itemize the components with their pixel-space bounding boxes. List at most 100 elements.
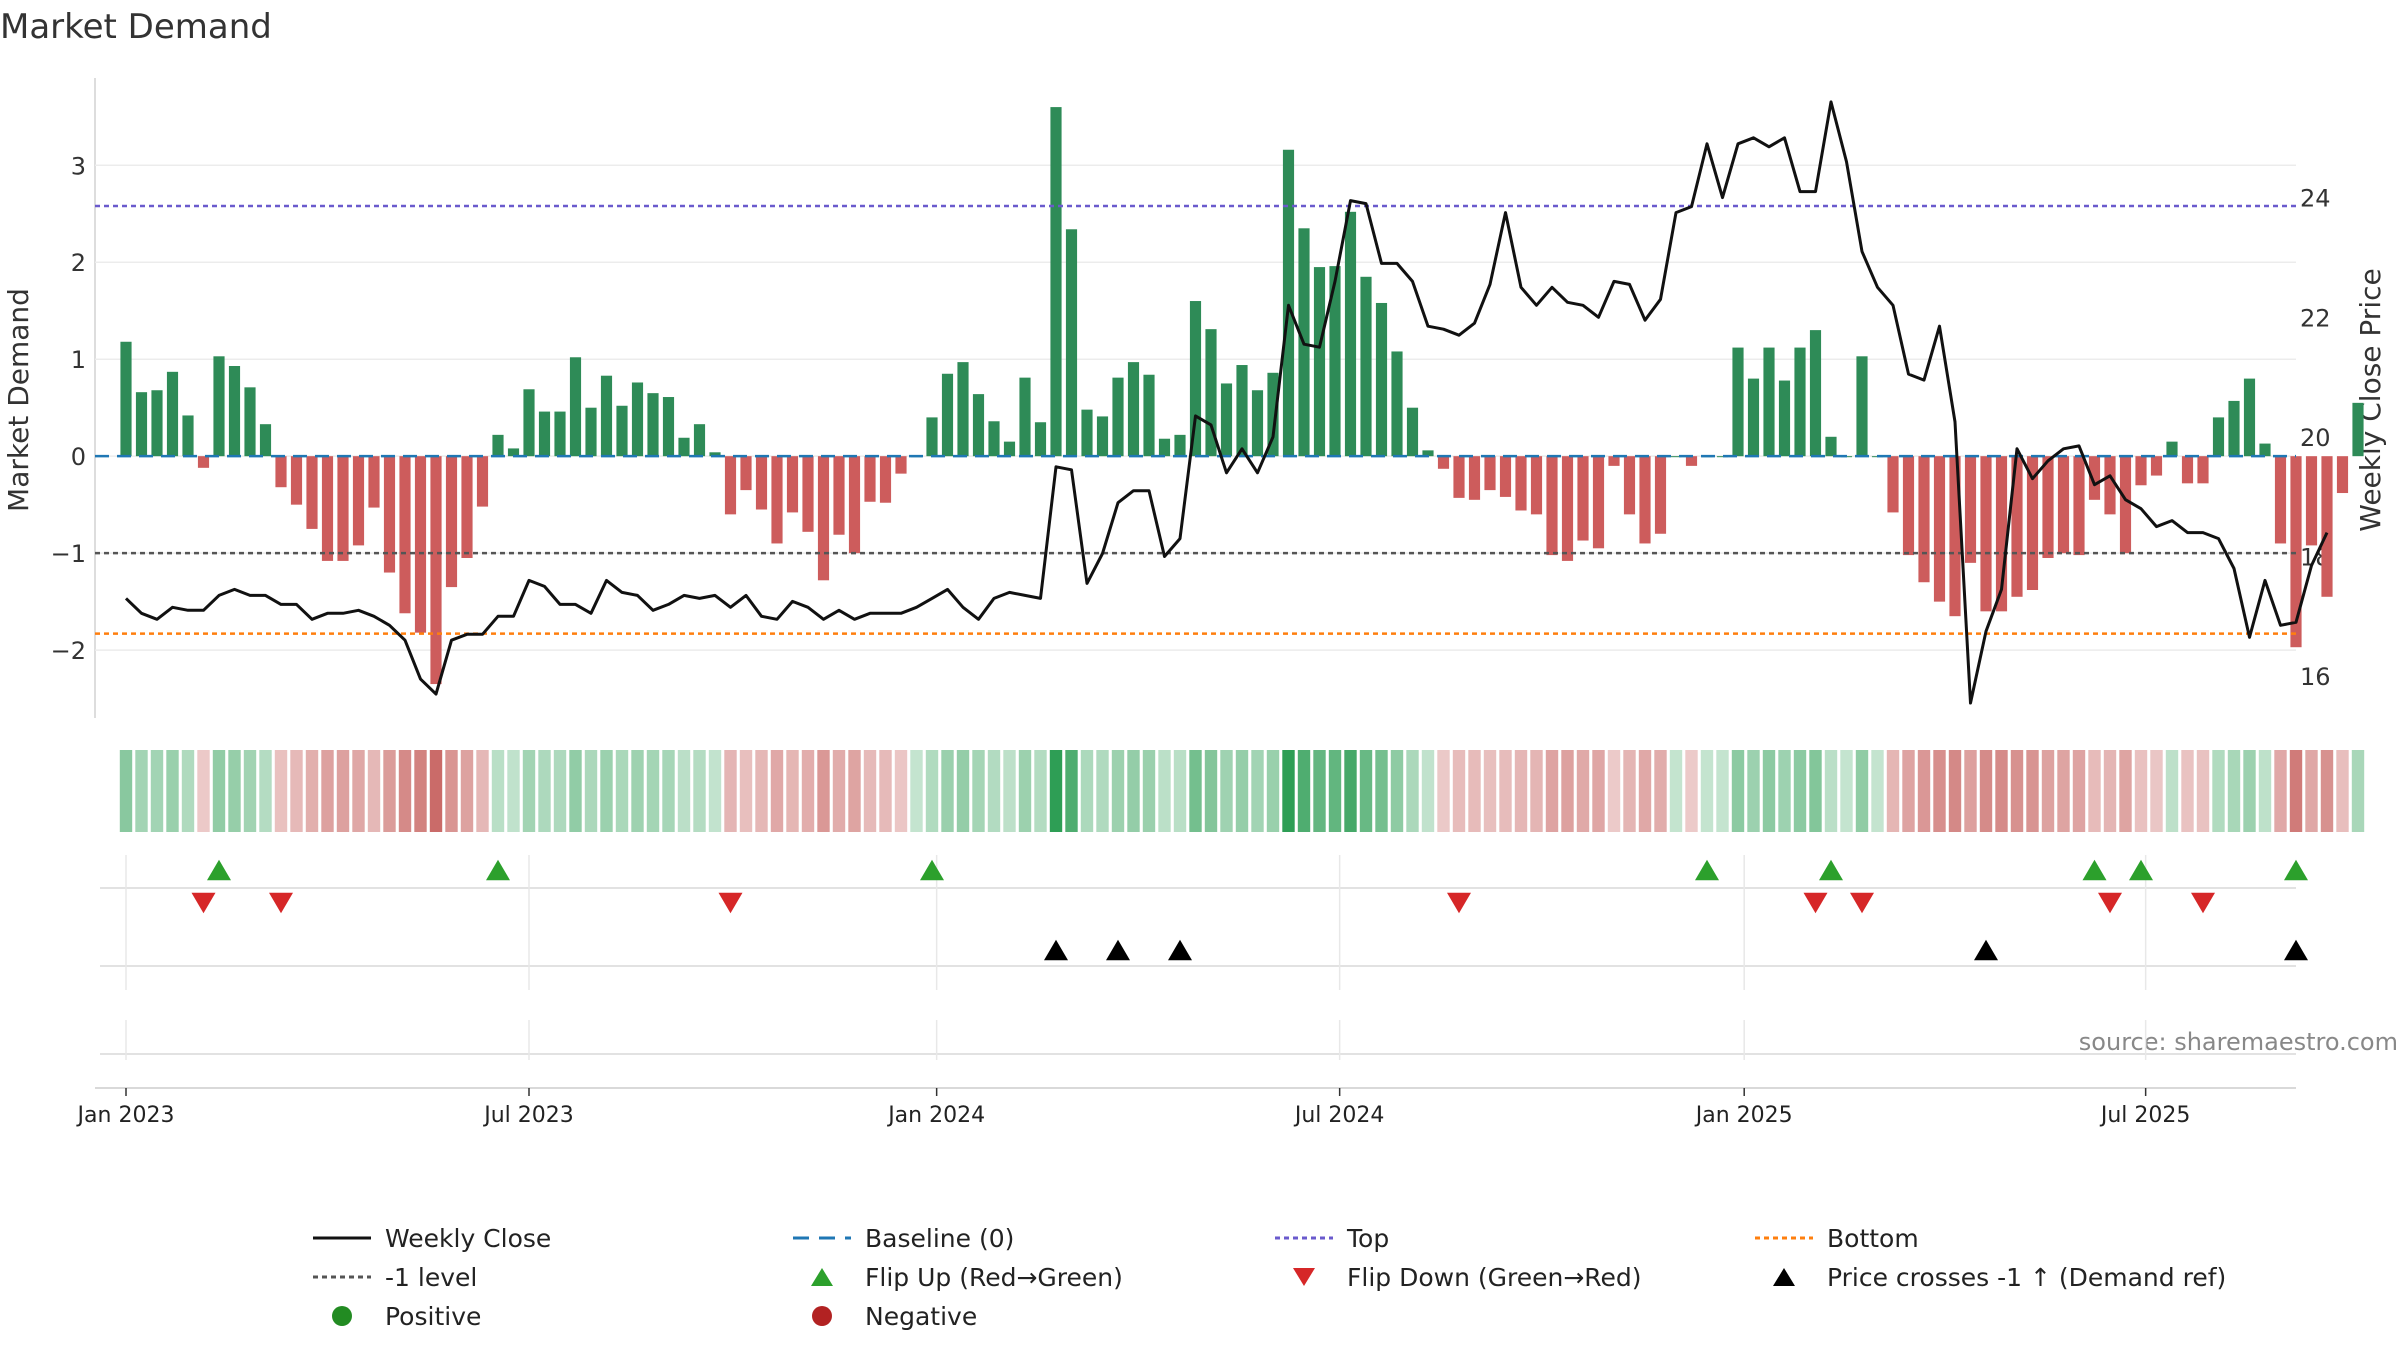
flip-up-marker xyxy=(2284,859,2308,881)
x-tick-label: Jan 2023 xyxy=(76,1103,175,1128)
demand-bar xyxy=(988,421,1000,457)
heat-cell xyxy=(460,750,474,832)
heat-cell xyxy=(414,750,427,832)
demand-bar xyxy=(2321,456,2333,597)
demand-bar xyxy=(1623,456,1636,515)
demand-bar xyxy=(2305,456,2318,546)
heat-cell xyxy=(1917,750,1931,832)
heat-cell xyxy=(2165,750,2179,832)
heat-cell xyxy=(1871,750,1884,832)
demand-bar xyxy=(2150,456,2163,476)
legend-swatch xyxy=(1773,1268,1795,1286)
heat-cell xyxy=(832,750,846,832)
y2-tick-label: 20 xyxy=(2300,424,2331,452)
heat-cell xyxy=(352,750,365,832)
heat-cell xyxy=(1731,750,1745,832)
heat-cell xyxy=(1685,750,1698,832)
demand-bar xyxy=(2026,456,2039,590)
demand-bar xyxy=(1639,456,1651,544)
demand-bar xyxy=(1561,456,1574,561)
demand-bar xyxy=(306,456,318,529)
heat-cell xyxy=(398,750,412,832)
heat-cell xyxy=(1437,750,1450,832)
demand-bar xyxy=(1763,347,1775,457)
heat-cell xyxy=(290,750,303,832)
demand-bar xyxy=(1050,107,1062,457)
demand-bar xyxy=(182,415,194,457)
price-cross-marker xyxy=(1044,939,1068,961)
demand-heat-strip xyxy=(119,750,2365,832)
demand-bar xyxy=(1856,356,1868,457)
heat-cell xyxy=(1561,750,1574,832)
heat-cell xyxy=(522,750,536,832)
heat-cell xyxy=(817,750,830,832)
heat-cell xyxy=(786,750,799,832)
heat-cell xyxy=(321,750,334,832)
price-cross-marker xyxy=(1974,939,1998,961)
heat-cell xyxy=(1049,750,1063,832)
heat-cell xyxy=(1220,750,1233,832)
demand-bar xyxy=(1112,377,1124,457)
demand-bar xyxy=(538,411,551,457)
heat-cell xyxy=(1483,750,1497,832)
legend-swatch xyxy=(1293,1268,1315,1286)
flip-up-marker xyxy=(2129,859,2153,881)
heat-cell xyxy=(1018,750,1032,832)
demand-bar xyxy=(2243,378,2256,457)
heat-cell xyxy=(1824,750,1838,832)
demand-bar xyxy=(120,341,132,457)
y-axis-label: Market Demand xyxy=(2,288,35,512)
demand-bar xyxy=(693,424,706,457)
demand-bar xyxy=(1236,365,1248,457)
heat-cell xyxy=(894,750,908,832)
event-panels xyxy=(95,855,2308,1089)
y2-tick-label: 22 xyxy=(2300,304,2331,332)
demand-bar xyxy=(1282,149,1295,457)
flip-down-marker xyxy=(191,892,216,914)
demand-bar xyxy=(1484,456,1496,491)
heat-cell xyxy=(755,750,768,832)
heat-cell xyxy=(941,750,954,832)
demand-bar xyxy=(616,405,628,457)
y2-tick-label: 24 xyxy=(2300,185,2331,213)
heat-cell xyxy=(1421,750,1435,832)
heat-cell xyxy=(243,750,257,832)
demand-bar xyxy=(2119,456,2132,554)
price-cross-marker xyxy=(1106,939,1130,961)
heat-cell xyxy=(1592,750,1605,832)
demand-bar xyxy=(352,456,365,546)
demand-bar xyxy=(1995,456,2008,612)
heat-cell xyxy=(770,750,784,832)
heat-cell xyxy=(2227,750,2241,832)
heat-cell xyxy=(1778,750,1791,832)
legend-swatch xyxy=(812,1306,832,1326)
demand-bar xyxy=(1980,456,1992,612)
heat-cell xyxy=(2196,750,2210,832)
heat-cell xyxy=(693,750,706,832)
demand-bar xyxy=(1608,456,1620,466)
demand-bar xyxy=(414,456,427,633)
heat-cell xyxy=(1654,750,1667,832)
demand-bar xyxy=(1949,456,1961,617)
demand-bar xyxy=(2274,456,2287,544)
demand-bar xyxy=(709,452,721,457)
heat-cell xyxy=(1003,750,1016,832)
demand-bar xyxy=(833,456,845,535)
heat-cell xyxy=(2243,750,2256,832)
heat-cell xyxy=(2305,750,2318,832)
legend-label: Baseline (0) xyxy=(865,1224,1014,1253)
heat-cell xyxy=(724,750,737,832)
legend-label: Negative xyxy=(865,1302,977,1331)
heat-cell xyxy=(1065,750,1078,832)
demand-bar xyxy=(600,375,613,457)
heat-cell xyxy=(2258,750,2272,832)
heat-cell xyxy=(2320,750,2334,832)
heat-cell xyxy=(274,750,288,832)
demand-bar xyxy=(1251,390,1264,457)
demand-bar xyxy=(957,362,969,457)
demand-bar xyxy=(492,434,504,457)
demand-bar xyxy=(290,456,303,505)
y2-tick-label: 16 xyxy=(2300,663,2331,691)
heat-cell xyxy=(1669,750,1683,832)
heat-cell xyxy=(1406,750,1419,832)
